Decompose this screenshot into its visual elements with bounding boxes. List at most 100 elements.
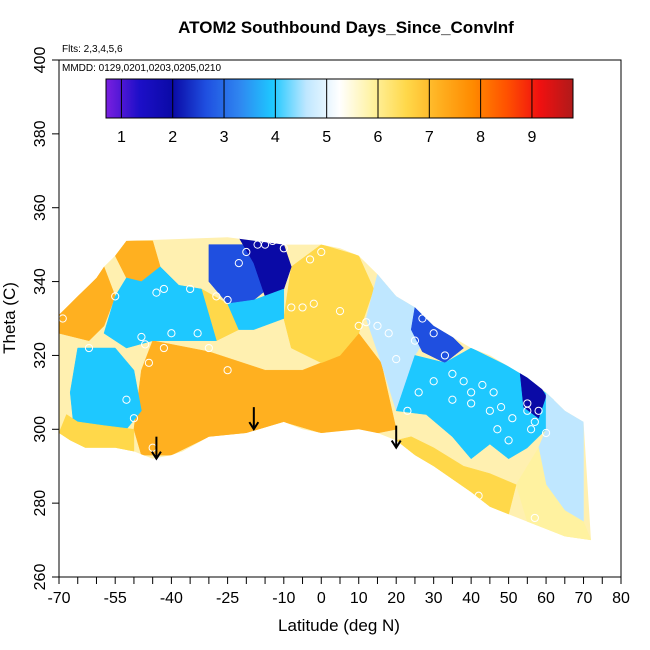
y-tick-label: 300 [32, 416, 49, 443]
down-arrow [248, 407, 260, 431]
observation-point [493, 425, 502, 434]
x-axis-label: Latitude (deg N) [278, 616, 400, 635]
observation-point [309, 299, 318, 308]
colorbar-tick-label: 5 [322, 129, 331, 146]
observation-point [122, 395, 131, 404]
x-tick-label: -70 [47, 590, 70, 607]
colorbar-tick-label: 1 [117, 129, 126, 146]
observation-point [526, 425, 536, 434]
observation-point [159, 343, 169, 353]
observation-point [414, 388, 423, 397]
observation-point [305, 255, 315, 264]
colorbar-gradient [105, 78, 574, 119]
observation-point [429, 329, 438, 338]
observation-point [530, 513, 539, 523]
colorbar-tick-label: 8 [476, 129, 485, 146]
y-tick-label: 280 [32, 490, 49, 517]
observation-point [223, 295, 232, 305]
y-axis: 260 280 300 320 340 360 380 400 [32, 47, 59, 591]
observation-point [440, 351, 450, 360]
colorbar-tick-label: 2 [168, 129, 177, 146]
observation-point [298, 303, 307, 312]
x-tick-label: 50 [500, 590, 518, 607]
observation-point [485, 510, 494, 519]
dates-label: MMDD: 0129,0201,0203,0205,0210 [62, 63, 221, 74]
annotation-arrows [151, 407, 402, 461]
y-tick-label: 340 [32, 268, 49, 295]
observation-point [392, 355, 401, 364]
y-tick-label: 260 [32, 564, 49, 591]
observation-points [59, 236, 551, 523]
down-arrow [151, 436, 162, 461]
observation-point [504, 436, 513, 445]
colorbar-tick-label: 9 [527, 129, 536, 146]
observation-point [541, 428, 551, 438]
observation-point [429, 377, 438, 386]
observation-point [534, 406, 543, 415]
observation-point [474, 491, 483, 500]
observation-point [212, 292, 221, 301]
observation-point [268, 236, 277, 246]
observation-point [448, 369, 457, 378]
x-tick-label: -40 [160, 590, 183, 607]
x-tick-label: -25 [216, 590, 239, 607]
observation-point [137, 332, 146, 342]
y-axis-label: Theta (C) [0, 282, 19, 354]
observation-point [478, 380, 487, 390]
down-arrow [390, 425, 402, 450]
observation-point [373, 321, 382, 330]
observation-point [523, 406, 532, 415]
observation-point [204, 343, 213, 353]
y-tick-label: 320 [32, 342, 49, 369]
colorbar-tick-label: 6 [374, 129, 383, 146]
x-axis: -70 -55 -40 -25 -10 0 10 20 30 40 50 60 70 80 [47, 577, 630, 607]
observation-point [508, 414, 517, 423]
observation-point [530, 417, 539, 426]
observation-point [159, 284, 169, 294]
field-region [515, 447, 591, 541]
observation-point [467, 399, 476, 408]
field-region [227, 288, 285, 330]
field-region [59, 414, 135, 452]
observation-point [186, 454, 195, 463]
chart-title: ATOM2 Southbound Days_Since_ConvInf [178, 18, 514, 37]
observation-point [369, 432, 378, 441]
observation-point [410, 336, 420, 345]
observation-point [335, 307, 345, 316]
x-tick-label: 70 [575, 590, 593, 607]
x-tick-label: 40 [462, 590, 480, 607]
observation-point [152, 288, 161, 297]
observation-point [193, 329, 202, 338]
observation-point [403, 406, 412, 415]
x-tick-label: 10 [350, 590, 368, 607]
observation-point [317, 247, 326, 257]
field-region [395, 436, 517, 515]
field-region [283, 244, 374, 364]
field-regions [59, 237, 591, 541]
x-tick-label: 30 [425, 590, 443, 607]
observation-point [186, 284, 195, 294]
heatmap-field [59, 237, 591, 541]
observation-point [260, 240, 270, 249]
y-tick-label: 380 [32, 120, 49, 147]
observation-point [459, 377, 468, 386]
observation-point [384, 329, 393, 338]
flights-label: Flts: 2,3,4,5,6 [62, 44, 123, 55]
observation-point [497, 403, 506, 412]
observation-point [204, 447, 213, 456]
x-tick-label: 80 [612, 590, 630, 607]
colorbar-tick-label: 7 [425, 129, 434, 146]
observation-point [223, 366, 232, 375]
colorbar-tick-label: 3 [220, 129, 229, 146]
observation-point [489, 388, 498, 397]
observation-point [167, 329, 176, 338]
observation-point [448, 395, 457, 404]
x-tick-label: 20 [387, 590, 405, 607]
x-tick-label: 0 [317, 590, 326, 607]
observation-point [485, 406, 494, 415]
observation-point [242, 247, 251, 257]
observation-point [144, 358, 154, 367]
observation-point [84, 343, 94, 353]
observation-point [234, 259, 243, 268]
y-tick-label: 360 [32, 194, 49, 221]
